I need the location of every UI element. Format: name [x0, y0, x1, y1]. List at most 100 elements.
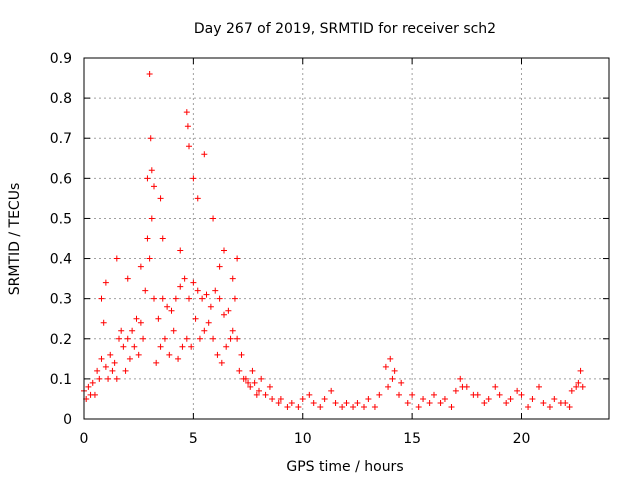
data-point — [166, 351, 173, 358]
data-point — [238, 351, 245, 358]
data-point — [496, 391, 503, 398]
data-point — [207, 303, 214, 310]
data-point — [120, 343, 127, 350]
y-axis-ticks: 0 0.1 0.2 0.3 0.4 0.5 0.6 0.7 0.8 0.9 — [50, 51, 609, 428]
data-point — [157, 195, 164, 202]
data-point — [245, 379, 252, 386]
data-point — [203, 291, 210, 298]
data-point — [102, 279, 109, 286]
data-point — [514, 387, 521, 394]
data-point — [223, 343, 230, 350]
x-axis-label: GPS time / hours — [286, 459, 403, 475]
data-point — [577, 367, 584, 374]
data-point — [404, 399, 411, 406]
data-point — [575, 379, 582, 386]
y-tick-label: 0.1 — [50, 372, 72, 388]
data-point — [199, 295, 206, 302]
data-point — [518, 391, 525, 398]
data-point — [350, 403, 357, 410]
data-point — [109, 367, 116, 374]
data-point — [140, 335, 147, 342]
data-point — [354, 399, 361, 406]
data-point — [221, 247, 227, 254]
data-point — [129, 327, 136, 334]
data-point — [398, 379, 405, 386]
data-point — [365, 395, 372, 402]
data-points — [81, 71, 586, 410]
data-point — [85, 383, 92, 390]
data-point — [186, 295, 192, 302]
data-point — [151, 295, 157, 302]
data-point — [247, 383, 254, 390]
data-point — [96, 375, 103, 382]
y-tick-label: 0.8 — [50, 91, 72, 107]
data-point — [396, 391, 402, 398]
data-point — [225, 307, 232, 314]
data-point — [144, 235, 151, 242]
data-point — [448, 403, 455, 410]
data-point — [485, 395, 492, 402]
data-point — [231, 295, 238, 302]
data-point — [133, 315, 140, 322]
data-point — [227, 335, 234, 342]
data-point — [525, 403, 532, 410]
x-axis-ticks: 0 5 10 15 20 — [80, 58, 531, 447]
data-point — [184, 123, 191, 130]
data-point — [164, 303, 171, 310]
data-point — [190, 175, 197, 182]
data-point — [277, 395, 284, 402]
data-point — [186, 143, 192, 150]
data-point — [194, 195, 201, 202]
data-point — [172, 295, 179, 302]
data-point — [420, 395, 427, 402]
data-point — [183, 335, 190, 342]
data-point — [236, 367, 243, 374]
data-point — [266, 383, 273, 390]
x-tick-label: 5 — [189, 431, 198, 447]
data-point — [147, 135, 154, 142]
data-point — [258, 375, 265, 382]
data-point — [91, 391, 98, 398]
data-point — [299, 395, 306, 402]
data-point — [275, 399, 282, 406]
data-point — [161, 335, 168, 342]
x-tick-label: 20 — [513, 431, 531, 447]
data-point — [131, 343, 138, 350]
data-point — [391, 367, 398, 374]
data-point — [201, 327, 208, 334]
data-point — [389, 375, 396, 382]
data-point — [102, 363, 109, 370]
data-point — [151, 183, 157, 190]
data-point — [135, 351, 142, 358]
data-point — [371, 403, 378, 410]
data-point — [148, 167, 155, 174]
data-point — [159, 235, 166, 242]
data-point — [551, 395, 558, 402]
data-point — [382, 363, 389, 370]
data-point — [144, 175, 151, 182]
data-point — [306, 391, 313, 398]
data-point — [459, 383, 466, 390]
data-point — [457, 375, 464, 382]
data-point — [196, 335, 203, 342]
data-point — [540, 399, 547, 406]
y-tick-label: 0.9 — [50, 51, 72, 67]
data-point — [229, 327, 236, 334]
y-tick-label: 0.5 — [50, 211, 72, 227]
y-tick-label: 0.2 — [50, 332, 72, 348]
data-point — [529, 395, 536, 402]
data-point — [376, 391, 383, 398]
y-tick-label: 0.4 — [50, 252, 72, 268]
data-point — [190, 279, 197, 286]
data-point — [113, 255, 120, 262]
data-point — [415, 403, 422, 410]
data-point — [201, 151, 208, 158]
plot-frame — [83, 57, 610, 420]
data-point — [179, 343, 186, 350]
data-point — [214, 351, 221, 358]
data-point — [229, 275, 236, 282]
data-point — [452, 387, 459, 394]
data-point — [113, 375, 120, 382]
data-point — [431, 391, 437, 398]
y-tick-label: 0.7 — [50, 131, 72, 147]
